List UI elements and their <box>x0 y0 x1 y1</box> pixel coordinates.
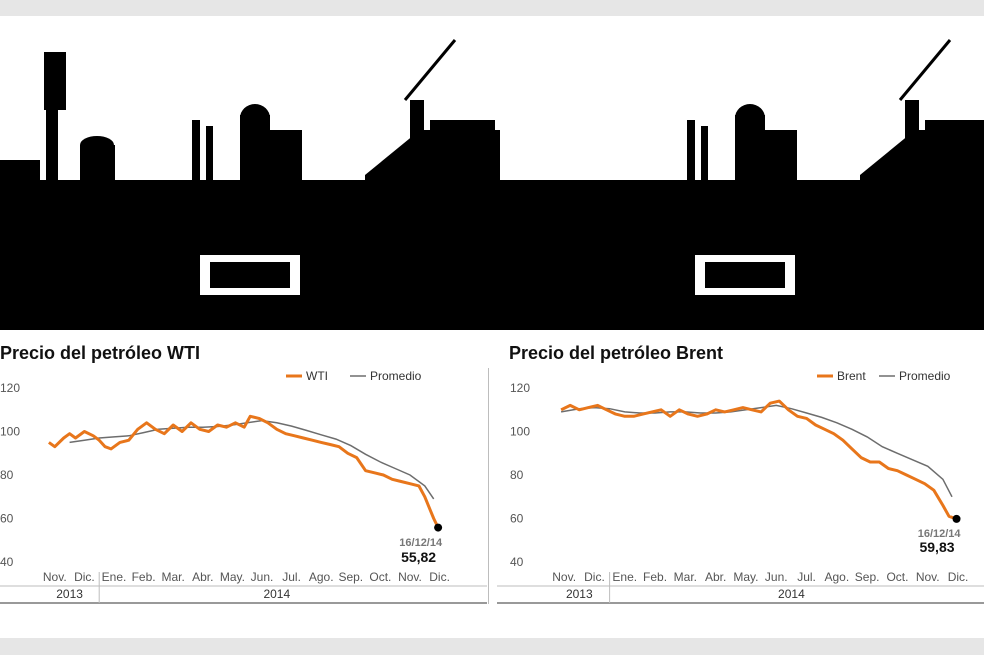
x-tick-label: Ago. <box>309 570 334 584</box>
y-tick-label: 80 <box>0 468 14 482</box>
y-tick-label: 120 <box>510 381 530 395</box>
x-tick-label: Oct. <box>369 570 391 584</box>
series-line-promedio <box>69 419 435 500</box>
x-tick-label: Mar. <box>162 570 185 584</box>
x-tick-label: Jun. <box>251 570 274 584</box>
chart-title: Precio del petróleo WTI <box>0 343 201 363</box>
x-tick-label: Ene. <box>102 570 127 584</box>
y-tick-label: 80 <box>510 468 524 482</box>
panel-divider <box>488 368 489 604</box>
refinery-silhouette-right <box>495 39 984 330</box>
x-tick-label: Ene. <box>612 570 637 584</box>
x-tick-label: Abr. <box>705 570 726 584</box>
x-tick-label: May. <box>733 570 758 584</box>
last-value-point <box>434 523 443 532</box>
brent-chart-panel: Precio del petróleo Brent 40 60 80 100 120 No… <box>497 338 984 606</box>
y-tick-label: 60 <box>510 512 524 526</box>
last-value-point <box>952 514 961 523</box>
year-label: 2013 <box>566 587 593 601</box>
legend-label: WTI <box>306 369 328 383</box>
x-tick-label: Sep. <box>338 570 363 584</box>
x-tick-label: Mar. <box>674 570 697 584</box>
x-tick-label: Nov. <box>552 570 576 584</box>
series-line-wti <box>48 414 440 529</box>
x-tick-label: Feb. <box>643 570 667 584</box>
year-label: 2014 <box>778 587 805 601</box>
refinery-silhouette-left <box>0 39 500 330</box>
year-label: 2013 <box>56 587 83 601</box>
x-tick-label: Ago. <box>825 570 850 584</box>
y-tick-label: 40 <box>510 555 524 569</box>
x-tick-label: Nov. <box>916 570 940 584</box>
y-tick-label: 120 <box>0 381 20 395</box>
legend-label: Brent <box>837 369 866 383</box>
x-tick-label: Jul. <box>282 570 301 584</box>
x-tick-label: Oct. <box>886 570 908 584</box>
x-tick-label: Dic. <box>584 570 605 584</box>
y-tick-label: 100 <box>0 425 20 439</box>
x-tick-label: May. <box>220 570 245 584</box>
annotation-date: 16/12/14 <box>918 528 962 540</box>
annotation-value: 55,82 <box>401 549 436 565</box>
top-band <box>0 0 984 16</box>
y-tick-label: 40 <box>0 555 14 569</box>
x-tick-label: Feb. <box>132 570 156 584</box>
chart-title: Precio del petróleo Brent <box>509 343 724 363</box>
series-line-brent <box>560 399 957 521</box>
wti-chart-panel: Precio del petróleo WTI 40 60 80 100 120 Nov.… <box>0 338 487 606</box>
wti-chart: 40 60 80 100 120 Nov. Dic. Ene. Feb. Mar. Abr. May.… <box>0 369 487 604</box>
x-tick-label: Nov. <box>398 570 422 584</box>
x-tick-label: Nov. <box>43 570 67 584</box>
legend-label: Promedio <box>370 369 422 383</box>
series-line-promedio <box>560 404 953 498</box>
annotation-date: 16/12/14 <box>399 537 443 549</box>
x-tick-label: Jun. <box>765 570 788 584</box>
bottom-band <box>0 638 984 655</box>
y-tick-label: 60 <box>0 512 14 526</box>
y-tick-label: 100 <box>510 425 530 439</box>
x-tick-label: Sep. <box>855 570 880 584</box>
year-label: 2014 <box>263 587 290 601</box>
x-tick-label: Jul. <box>797 570 816 584</box>
x-tick-label: Dic. <box>948 570 969 584</box>
refinery-illustration <box>0 39 984 330</box>
legend-label: Promedio <box>899 369 951 383</box>
x-tick-label: Abr. <box>192 570 213 584</box>
brent-chart: 40 60 80 100 120 Nov. Dic. Ene. Feb. Mar. Abr. May.… <box>497 369 984 604</box>
x-tick-label: Dic. <box>74 570 95 584</box>
annotation-value: 59,83 <box>919 539 954 555</box>
x-tick-label: Dic. <box>429 570 450 584</box>
